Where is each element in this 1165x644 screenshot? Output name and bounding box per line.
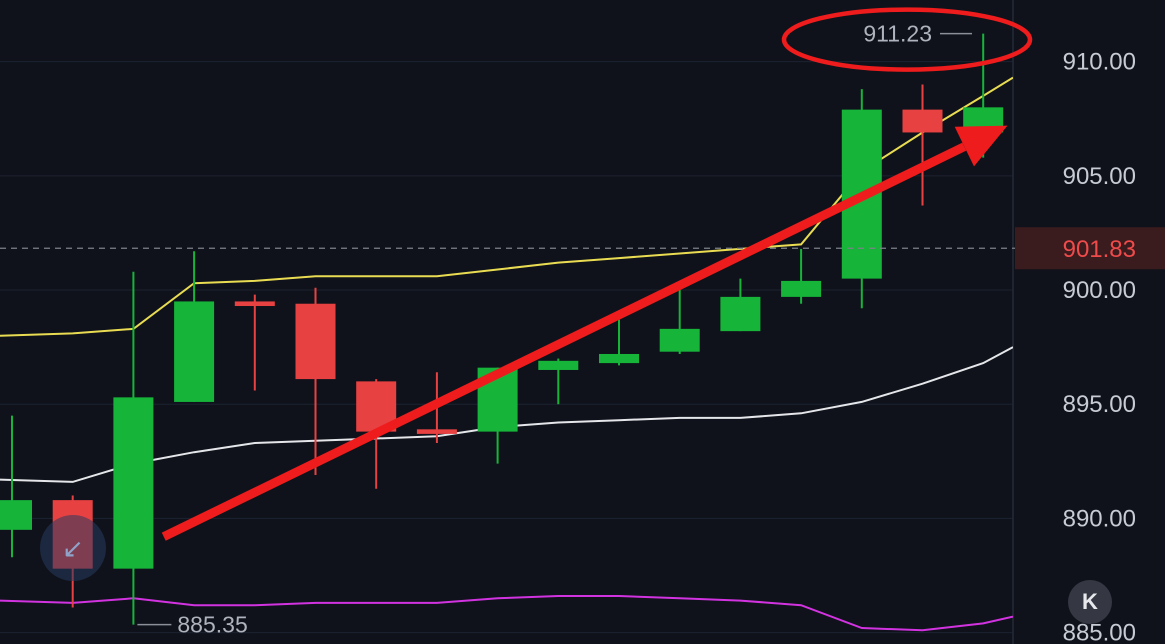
candle <box>599 319 639 366</box>
arrow-down-left-icon: ↙ <box>62 532 84 563</box>
y-tick-label: 905.00 <box>1063 163 1136 190</box>
candle-body <box>174 301 215 402</box>
candle <box>113 271 154 625</box>
y-tick-label: 895.00 <box>1063 391 1136 418</box>
indicator-line <box>0 595 1013 632</box>
candle <box>781 248 822 304</box>
annotations: 911.23 885.35 901.83 <box>0 7 1165 638</box>
highlight-circle <box>781 7 1033 72</box>
y-tick-label: 890.00 <box>1063 505 1136 532</box>
candle-body <box>720 296 761 332</box>
candle-body <box>902 109 943 133</box>
current-price-tag <box>1015 227 1165 270</box>
trend-arrow <box>161 125 1008 541</box>
y-axis: 910.00 905.00 900.00 895.00 890.00 885.00 <box>1063 49 1136 644</box>
candle-body <box>234 301 275 307</box>
y-tick-label: 885.00 <box>1063 620 1136 644</box>
candle <box>538 358 579 405</box>
low-price-label: 885.35 <box>177 612 247 638</box>
candle-body <box>781 280 822 297</box>
y-tick-label: 910.00 <box>1063 49 1136 76</box>
high-price-label: 911.23 <box>863 21 932 47</box>
candle-body <box>599 353 639 364</box>
candle-body <box>538 360 579 370</box>
candle-body <box>0 500 32 530</box>
current-price-label: 901.83 <box>1063 236 1136 263</box>
candle-body <box>659 328 700 352</box>
candle <box>902 84 943 206</box>
jump-to-latest-button[interactable]: ↙ <box>40 515 106 581</box>
y-tick-label: 900.00 <box>1063 277 1136 304</box>
candle <box>295 287 336 476</box>
candle <box>659 290 700 354</box>
candle-body <box>113 397 154 569</box>
grid-lines <box>0 0 1014 644</box>
trend-arrow-head <box>954 125 1008 167</box>
candle <box>0 415 32 558</box>
plot-area[interactable] <box>0 33 1013 632</box>
candle <box>720 278 761 332</box>
trend-arrow-shaft <box>161 142 967 541</box>
candles[interactable] <box>0 33 1004 625</box>
kline-icon: K <box>1082 589 1098 614</box>
chart-menu-button[interactable]: K <box>1068 580 1112 624</box>
candle <box>174 251 215 402</box>
candle <box>234 294 275 391</box>
indicator-line <box>0 346 1013 483</box>
candle-body <box>295 303 336 380</box>
candle-body <box>416 429 457 434</box>
